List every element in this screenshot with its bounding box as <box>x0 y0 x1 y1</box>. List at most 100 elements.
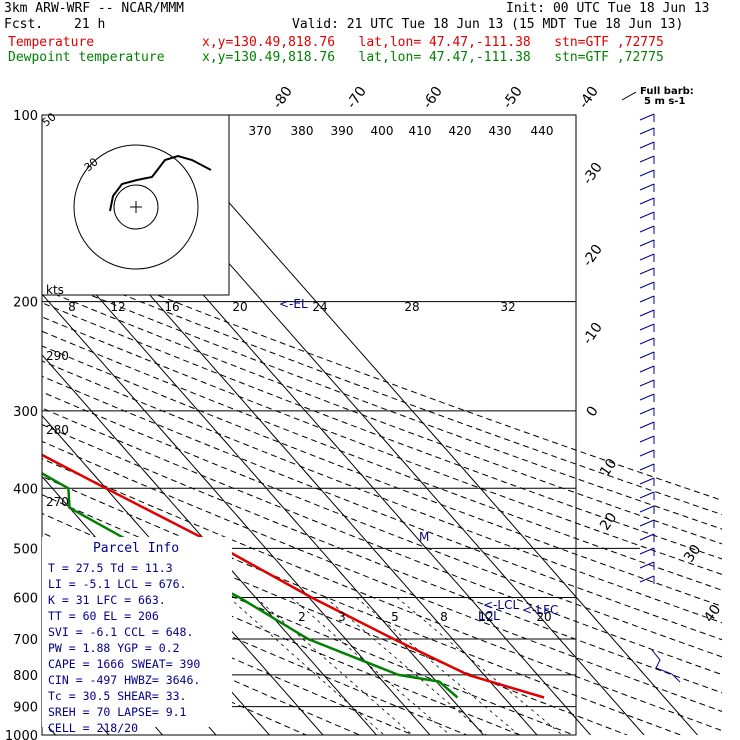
wind-barb <box>639 337 655 345</box>
dry-adiabat-310 <box>42 494 628 735</box>
isotherm-label--50: -50 <box>500 84 526 112</box>
wind-barb <box>639 421 655 429</box>
parcel-info-row: CAPE = 1666 SWEAT= 390 <box>48 657 200 671</box>
dewpoint-location: x,y=130.49,818.76 lat,lon= 47.47,-111.38… <box>202 50 664 65</box>
parcel-info-row: SREH = 70 LAPSE= 9.1 <box>48 705 187 719</box>
isotherm-label--60: -60 <box>420 84 446 112</box>
wind-barb <box>639 379 655 387</box>
temperature-location: x,y=130.49,818.76 lat,lon= 47.47,-111.38… <box>202 35 664 50</box>
pressure-label-700: 700 <box>13 633 38 648</box>
parcel-info-row: LI = -5.1 LCL = 676. <box>48 577 186 591</box>
mixing-label-5: 5 <box>391 610 399 624</box>
parcel-info-bg <box>42 537 232 727</box>
dry-adiabat-390 <box>42 360 722 624</box>
speed-label-32: 32 <box>500 300 515 314</box>
moist-label-270: 270 <box>46 495 69 509</box>
speed-label-8: 8 <box>68 300 76 314</box>
dewpoint-line <box>42 471 459 699</box>
theta-label-370: 370 <box>249 124 272 138</box>
dry-adiabat-370 <box>42 391 722 658</box>
isotherm-label--30: -30 <box>580 160 606 188</box>
wind-barb <box>639 449 655 457</box>
wind-barb <box>639 239 655 247</box>
mixing-label-20: 20 <box>536 610 551 624</box>
wind-barb <box>639 491 655 499</box>
wind-barb <box>639 295 655 303</box>
wind-barb <box>639 323 655 331</box>
wind-barb <box>639 519 655 527</box>
isotherm-label-10: 10 <box>597 456 620 480</box>
wind-barb <box>639 477 655 485</box>
pressure-label-900: 900 <box>13 701 38 716</box>
moist-label-290: 290 <box>46 349 69 363</box>
dry-adiabat-340 <box>42 440 722 712</box>
wind-barb <box>639 561 655 569</box>
wind-barb <box>639 533 655 541</box>
isotherm--10 <box>42 354 377 735</box>
lfc-marker: <-LFC <box>522 603 558 617</box>
mixing-ratio-12 <box>356 597 520 735</box>
parcel-info-row: Tc = 30.5 SHEAR= 33. <box>48 689 186 703</box>
hodograph-ring-outer <box>73 144 199 270</box>
dry-adiabat-330 <box>42 458 722 732</box>
parcel-info-row: SVI = -6.1 CCL = 648. <box>48 625 193 639</box>
pressure-label-400: 400 <box>13 482 38 497</box>
theta-label-440: 440 <box>531 124 554 138</box>
wind-barb <box>639 365 655 373</box>
wind-barb <box>639 505 655 513</box>
wind-barb <box>639 547 655 555</box>
dry-adiabat-350 <box>42 423 722 694</box>
dry-adiabat-440 <box>42 288 722 545</box>
wind-barb <box>639 407 655 415</box>
plot-frame <box>41 114 577 736</box>
isotherm-20 <box>42 171 538 735</box>
theta-label-420: 420 <box>449 124 472 138</box>
wind-barb <box>639 309 655 317</box>
wind-header-barb <box>621 91 637 101</box>
wind-barb-low <box>651 649 681 683</box>
pressure-label-300: 300 <box>13 405 38 420</box>
mixing-label-12: 12 <box>478 610 493 624</box>
wind-barb <box>639 393 655 401</box>
temperature-legend: Temperature <box>8 35 95 50</box>
speed-label-24: 24 <box>312 300 327 314</box>
pressure-label-600: 600 <box>13 591 38 606</box>
isotherm-label--10: -10 <box>580 320 606 348</box>
mixing-label-3: 3 <box>338 610 346 624</box>
isotherm-10 <box>42 232 484 735</box>
isotherm--80 <box>0 115 2 735</box>
wind-barb <box>639 113 655 121</box>
dry-adiabat-470 <box>42 248 722 501</box>
wind-barb <box>639 211 655 219</box>
forecast-hours: 21 h <box>74 17 106 32</box>
moist-label-280: 280 <box>46 423 69 437</box>
theta-label-400: 400 <box>371 124 394 138</box>
valid-time: Valid: 21 UTC Tue 18 Jun 13 (15 MDT Tue … <box>292 17 684 32</box>
wind-barb <box>639 155 655 163</box>
pressure-label-500: 500 <box>13 542 38 557</box>
isotherm-label-20: 20 <box>597 510 620 534</box>
wind-barb <box>639 183 655 191</box>
isotherm-label--80: -80 <box>270 84 296 112</box>
mixing-ratio-3 <box>255 597 413 735</box>
hodograph-kts-label: kts <box>46 283 64 297</box>
isotherm-40 <box>98 115 645 735</box>
isotherm-label--70: -70 <box>344 84 370 112</box>
temperature-line <box>42 453 545 699</box>
mixing-ratio-2 <box>228 597 385 735</box>
isotherm-0 <box>42 293 431 735</box>
wind-barb <box>639 197 655 205</box>
isotherm-30 <box>44 115 591 735</box>
pressure-label-100: 100 <box>13 109 38 124</box>
speed-label-12: 12 <box>110 300 125 314</box>
wind-barb <box>639 127 655 135</box>
mixing-ratio-8 <box>325 597 487 735</box>
speed-label-20: 20 <box>232 300 247 314</box>
theta-label-430: 430 <box>489 124 512 138</box>
parcel-info-row: CELL = 218/20 <box>48 721 138 735</box>
dry-adiabat-380 <box>42 375 722 641</box>
mixing-label-2: 2 <box>298 610 306 624</box>
dry-adiabat-420 <box>42 316 722 575</box>
